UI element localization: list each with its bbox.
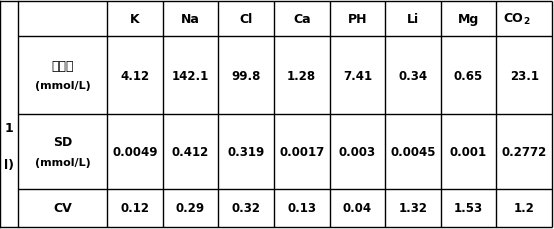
Text: 1.2: 1.2 — [514, 202, 535, 215]
Text: 0.13: 0.13 — [287, 202, 316, 215]
Text: K: K — [130, 13, 140, 26]
Text: Cl: Cl — [239, 13, 253, 26]
Text: 0.32: 0.32 — [232, 202, 260, 215]
Text: 1.32: 1.32 — [398, 202, 428, 215]
Text: Li: Li — [407, 13, 419, 26]
Text: CO: CO — [504, 12, 523, 25]
Text: 0.0049: 0.0049 — [112, 145, 157, 158]
Text: (mmol/L): (mmol/L) — [35, 157, 91, 167]
Text: 23.1: 23.1 — [510, 69, 538, 82]
Text: PH: PH — [347, 13, 367, 26]
Text: 0.29: 0.29 — [176, 202, 205, 215]
Text: 0.412: 0.412 — [172, 145, 209, 158]
Text: Ca: Ca — [293, 13, 310, 26]
Text: Na: Na — [181, 13, 200, 26]
Text: 2: 2 — [523, 17, 530, 26]
Text: 0.319: 0.319 — [228, 145, 265, 158]
Text: 7.41: 7.41 — [343, 69, 372, 82]
Text: 99.8: 99.8 — [232, 69, 261, 82]
Text: 0.003: 0.003 — [338, 145, 376, 158]
Text: SD: SD — [53, 135, 73, 148]
Text: 142.1: 142.1 — [172, 69, 209, 82]
Text: 1.53: 1.53 — [454, 202, 483, 215]
Text: 0.001: 0.001 — [450, 145, 487, 158]
Text: 1.28: 1.28 — [287, 69, 316, 82]
Text: (mmol/L): (mmol/L) — [35, 81, 91, 91]
Text: 0.0045: 0.0045 — [390, 145, 435, 158]
Text: CV: CV — [54, 202, 73, 215]
Text: 0.2772: 0.2772 — [501, 145, 547, 158]
Text: 1: 1 — [4, 121, 13, 134]
Text: 平均值: 平均值 — [52, 59, 74, 72]
Text: 0.65: 0.65 — [454, 69, 483, 82]
Text: 0.12: 0.12 — [120, 202, 150, 215]
Text: Mg: Mg — [458, 13, 479, 26]
Text: 0.0017: 0.0017 — [279, 145, 324, 158]
Text: 0.04: 0.04 — [343, 202, 372, 215]
Text: 0.34: 0.34 — [398, 69, 428, 82]
Text: 4.12: 4.12 — [120, 69, 150, 82]
Text: l): l) — [4, 158, 14, 171]
